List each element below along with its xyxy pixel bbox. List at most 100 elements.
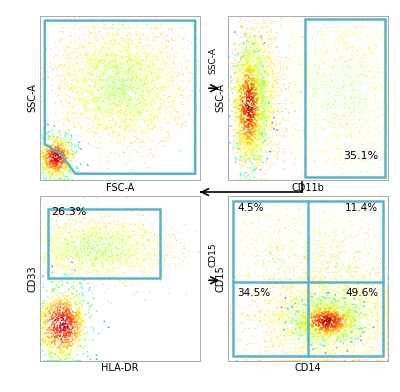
Point	[232, 160, 239, 166]
Point	[258, 78, 265, 85]
Point	[270, 71, 276, 77]
Point	[330, 267, 336, 273]
Point	[242, 149, 249, 155]
Point	[324, 324, 331, 330]
Point	[381, 292, 388, 299]
Point	[85, 237, 92, 243]
Point	[93, 64, 99, 71]
Point	[258, 305, 264, 311]
Point	[108, 39, 114, 45]
Point	[82, 240, 88, 246]
Point	[385, 168, 391, 174]
Point	[330, 326, 336, 332]
Point	[145, 252, 152, 258]
Point	[37, 151, 44, 157]
Point	[267, 55, 273, 62]
Point	[150, 106, 157, 112]
Point	[316, 275, 323, 281]
Point	[242, 56, 249, 62]
Point	[142, 74, 149, 80]
Point	[300, 118, 307, 125]
Point	[350, 304, 357, 310]
Point	[380, 161, 386, 167]
Point	[344, 279, 350, 285]
Point	[48, 299, 55, 305]
Point	[264, 135, 270, 141]
Point	[311, 107, 317, 113]
Point	[37, 296, 43, 302]
Point	[312, 301, 318, 308]
Point	[54, 162, 60, 168]
Point	[70, 340, 76, 347]
Point	[385, 62, 391, 69]
Point	[85, 65, 91, 71]
Point	[249, 100, 256, 106]
Point	[253, 100, 260, 107]
Point	[60, 231, 66, 238]
Point	[233, 102, 239, 108]
Point	[315, 229, 322, 235]
Point	[262, 351, 269, 357]
Point	[120, 83, 126, 90]
Point	[129, 262, 135, 268]
Point	[325, 227, 331, 234]
Point	[257, 44, 264, 50]
Point	[98, 230, 104, 236]
Point	[300, 94, 306, 101]
Point	[385, 284, 391, 290]
Point	[140, 100, 146, 106]
Point	[356, 319, 363, 325]
Point	[126, 247, 133, 253]
Point	[92, 79, 99, 85]
Point	[334, 125, 340, 131]
Point	[289, 336, 296, 342]
Point	[109, 64, 115, 71]
Point	[129, 72, 135, 78]
Point	[303, 345, 309, 351]
Point	[140, 89, 146, 95]
Point	[161, 252, 168, 258]
Point	[348, 303, 355, 309]
Point	[37, 237, 43, 243]
Point	[243, 152, 250, 158]
Point	[135, 62, 142, 68]
Point	[152, 27, 159, 34]
Point	[96, 266, 102, 272]
Point	[320, 309, 326, 316]
Point	[328, 76, 334, 82]
Point	[352, 116, 359, 122]
Point	[309, 318, 316, 325]
Point	[288, 330, 294, 336]
Point	[60, 334, 66, 340]
Point	[277, 319, 283, 325]
Point	[140, 100, 146, 107]
Point	[76, 319, 83, 326]
Point	[264, 72, 271, 78]
Point	[74, 323, 81, 329]
Point	[310, 148, 317, 154]
Point	[82, 80, 88, 87]
Point	[55, 224, 62, 230]
Point	[324, 13, 331, 19]
Point	[54, 162, 60, 169]
Point	[127, 140, 133, 146]
Point	[318, 332, 324, 339]
Point	[230, 127, 237, 134]
Point	[299, 320, 305, 327]
Point	[80, 329, 86, 336]
Point	[345, 73, 351, 79]
Point	[140, 77, 147, 83]
Point	[150, 261, 156, 267]
Point	[247, 62, 253, 69]
Point	[150, 138, 156, 144]
Point	[41, 126, 47, 132]
Point	[139, 88, 146, 94]
Point	[58, 234, 64, 241]
Point	[327, 330, 334, 337]
Point	[236, 82, 243, 88]
Point	[258, 81, 265, 87]
Point	[325, 232, 332, 239]
Point	[110, 52, 117, 58]
Point	[300, 314, 306, 320]
Point	[78, 281, 84, 287]
